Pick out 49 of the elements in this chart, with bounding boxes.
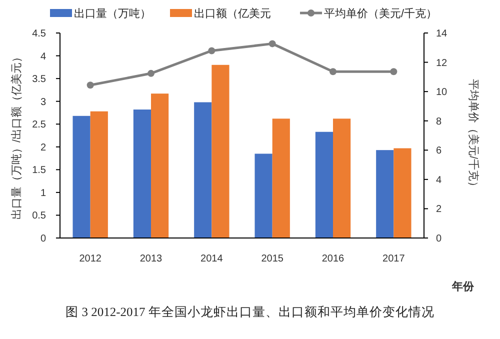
- bar: [151, 94, 169, 238]
- y2-tick-label: 4: [436, 174, 442, 186]
- bar: [72, 116, 90, 238]
- y-tick-label: 2.5: [32, 120, 46, 131]
- y2-tick-label: 10: [436, 87, 448, 98]
- bar: [90, 111, 108, 238]
- x-tick-label: 2012: [79, 254, 102, 264]
- legend-label: 出口额（亿美元: [194, 6, 271, 20]
- bar: [272, 118, 290, 238]
- y-tick-label: 3.5: [32, 74, 46, 86]
- bar: [394, 148, 412, 238]
- x-tick-label: 2013: [140, 254, 163, 264]
- y-tick-label: 4: [40, 51, 46, 62]
- x-tick-label: 2017: [382, 254, 406, 264]
- y2-axis-title: 平均单价（美元/千克）: [467, 78, 480, 192]
- y2-tick-label: 2: [436, 204, 442, 216]
- y2-tick-label: 8: [436, 116, 442, 128]
- x-tick-label: 2016: [322, 254, 345, 264]
- x-tick-label: 2015: [261, 254, 284, 264]
- point: [330, 68, 336, 76]
- y-axis-title: 出口量（万吨）/出口额（亿美元）: [10, 51, 23, 220]
- y-tick-label: 0.5: [32, 210, 46, 222]
- caption: 图 3 2012-2017 年全国小龙虾出口量、出口额和平均单价变化情况: [66, 305, 434, 319]
- bar: [212, 64, 230, 238]
- bar: [194, 102, 212, 238]
- y2-tick-label: 14: [436, 28, 448, 40]
- y2-tick-label: 12: [436, 58, 448, 69]
- point: [208, 47, 216, 54]
- bar: [333, 118, 351, 238]
- y-tick-label: 1: [40, 188, 46, 199]
- x-axis-title: 年份: [451, 280, 475, 293]
- point: [148, 70, 154, 77]
- y2-tick-label: 0: [436, 234, 442, 244]
- legend-label: 出口量（万吨）: [74, 6, 151, 20]
- bar: [254, 154, 272, 238]
- y-tick-label: 1.5: [32, 165, 46, 176]
- y-tick-label: 0: [40, 234, 46, 244]
- point: [390, 68, 398, 76]
- legend-label: 平均单价（美元/千克）: [324, 6, 438, 20]
- y-tick-label: 3: [40, 96, 46, 108]
- y-tick-label: 4.5: [32, 28, 46, 40]
- y-tick-label: 2: [40, 142, 46, 154]
- y2-tick-label: 6: [436, 146, 442, 157]
- point: [268, 40, 276, 48]
- bar: [133, 110, 151, 238]
- point: [86, 82, 94, 89]
- x-tick-label: 2014: [200, 254, 224, 264]
- bar: [376, 150, 394, 238]
- bar: [315, 132, 333, 238]
